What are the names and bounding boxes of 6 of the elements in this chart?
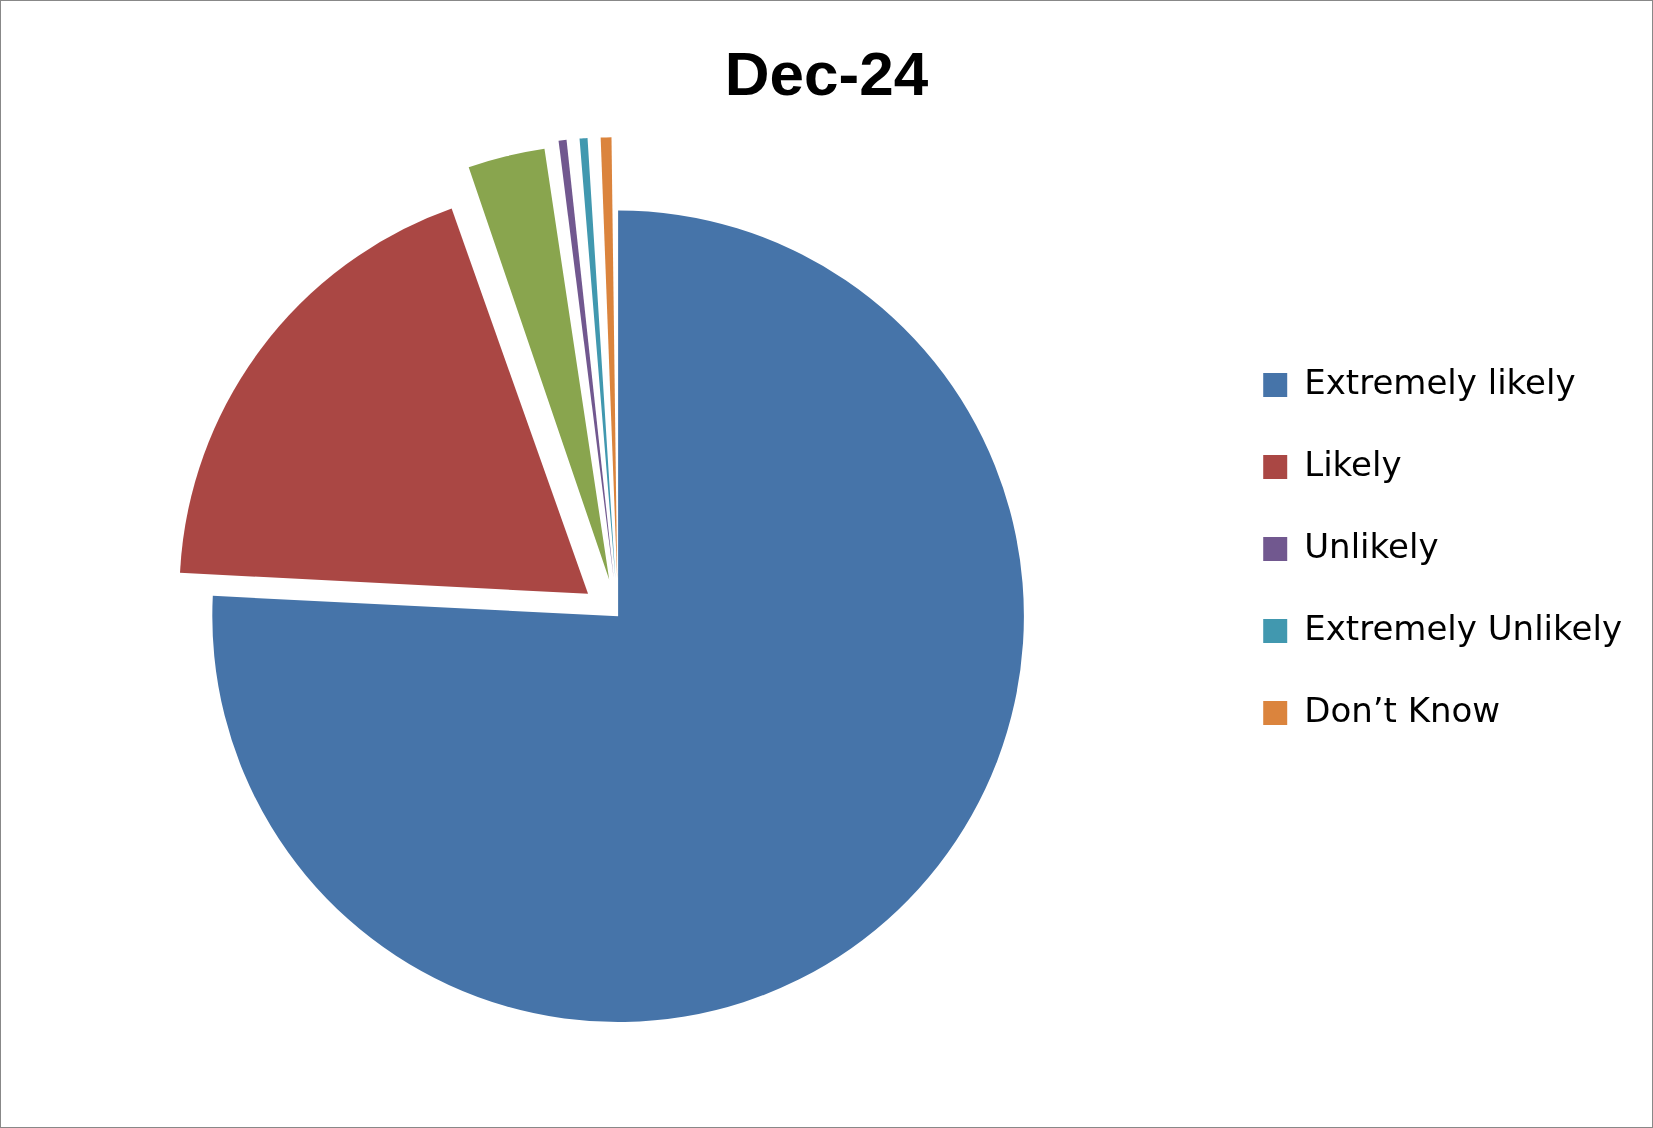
legend-label: Extremely Unlikely <box>1304 607 1623 648</box>
legend-label: Likely <box>1304 443 1402 484</box>
chart-title: Dec-24 <box>724 39 929 109</box>
legend-label: Unlikely <box>1304 525 1439 566</box>
legend-label: Extremely likely <box>1304 361 1576 402</box>
legend-label: Don’t Know <box>1304 689 1501 730</box>
